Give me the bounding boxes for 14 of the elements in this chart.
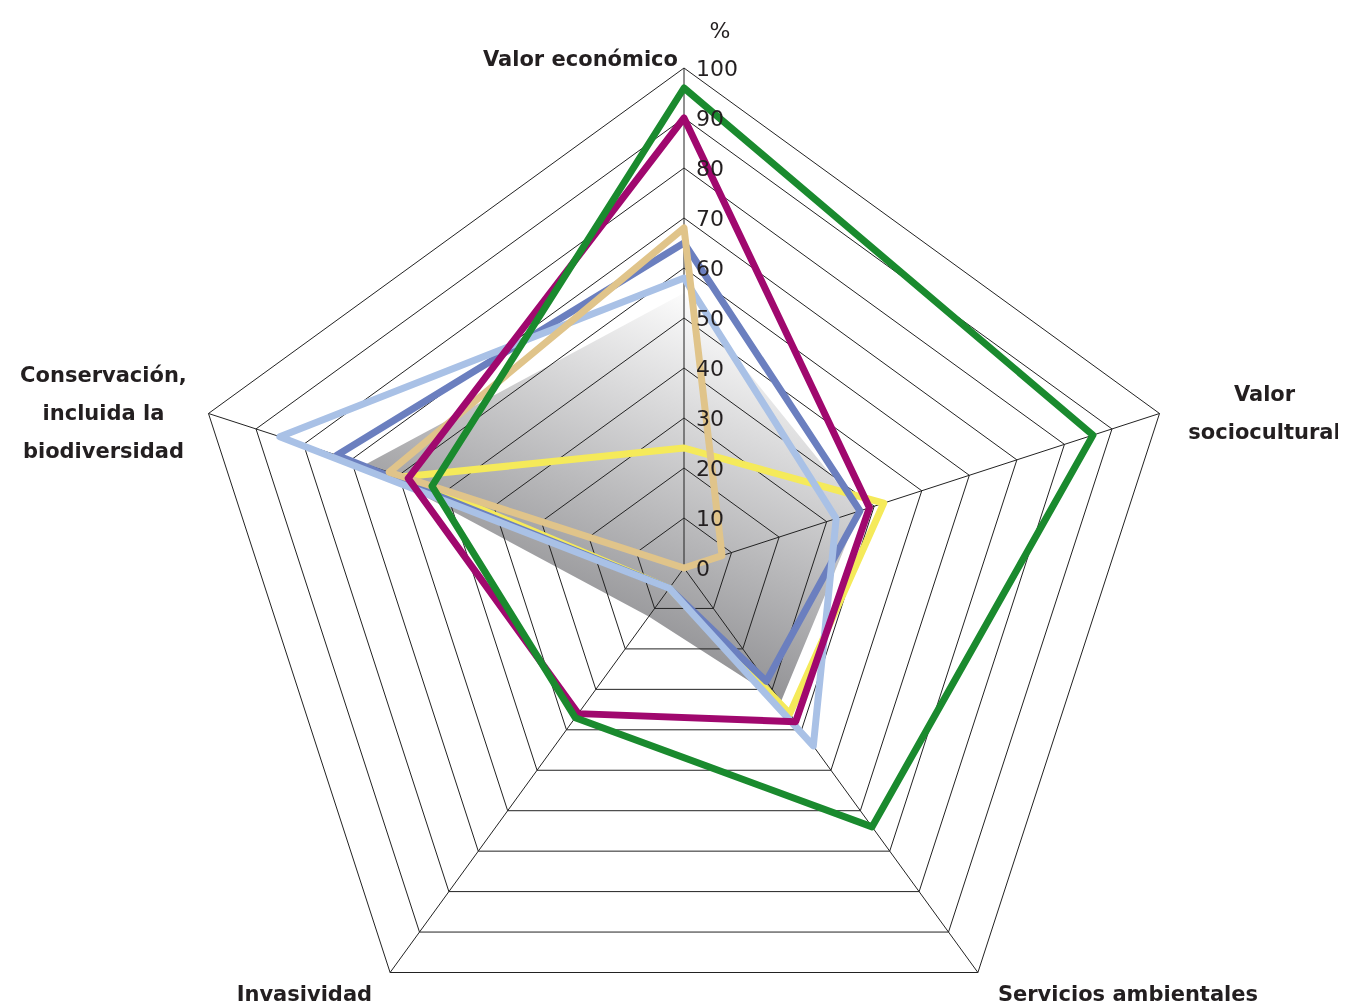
y-tick-label: 20	[696, 455, 724, 481]
y-tick-label: 10	[696, 505, 724, 531]
spoke-label: Valor sociocultural	[1188, 382, 1341, 445]
y-tick-label: 40	[696, 355, 724, 381]
y-tick-label: 100	[696, 55, 738, 81]
spoke-label: Invasividad	[236, 981, 373, 1006]
y-tick-label: 30	[696, 405, 724, 431]
y-tick-label: 50	[696, 305, 724, 331]
spoke-label: Conservación, incluida la biodiversidad	[20, 363, 187, 464]
spoke-label: Valor económico	[482, 47, 678, 71]
y-tick-label: 70	[696, 205, 724, 231]
spoke-label: Servicios ambientales	[997, 981, 1259, 1006]
text: %	[709, 17, 731, 43]
y-tick-label: 0	[696, 555, 710, 581]
